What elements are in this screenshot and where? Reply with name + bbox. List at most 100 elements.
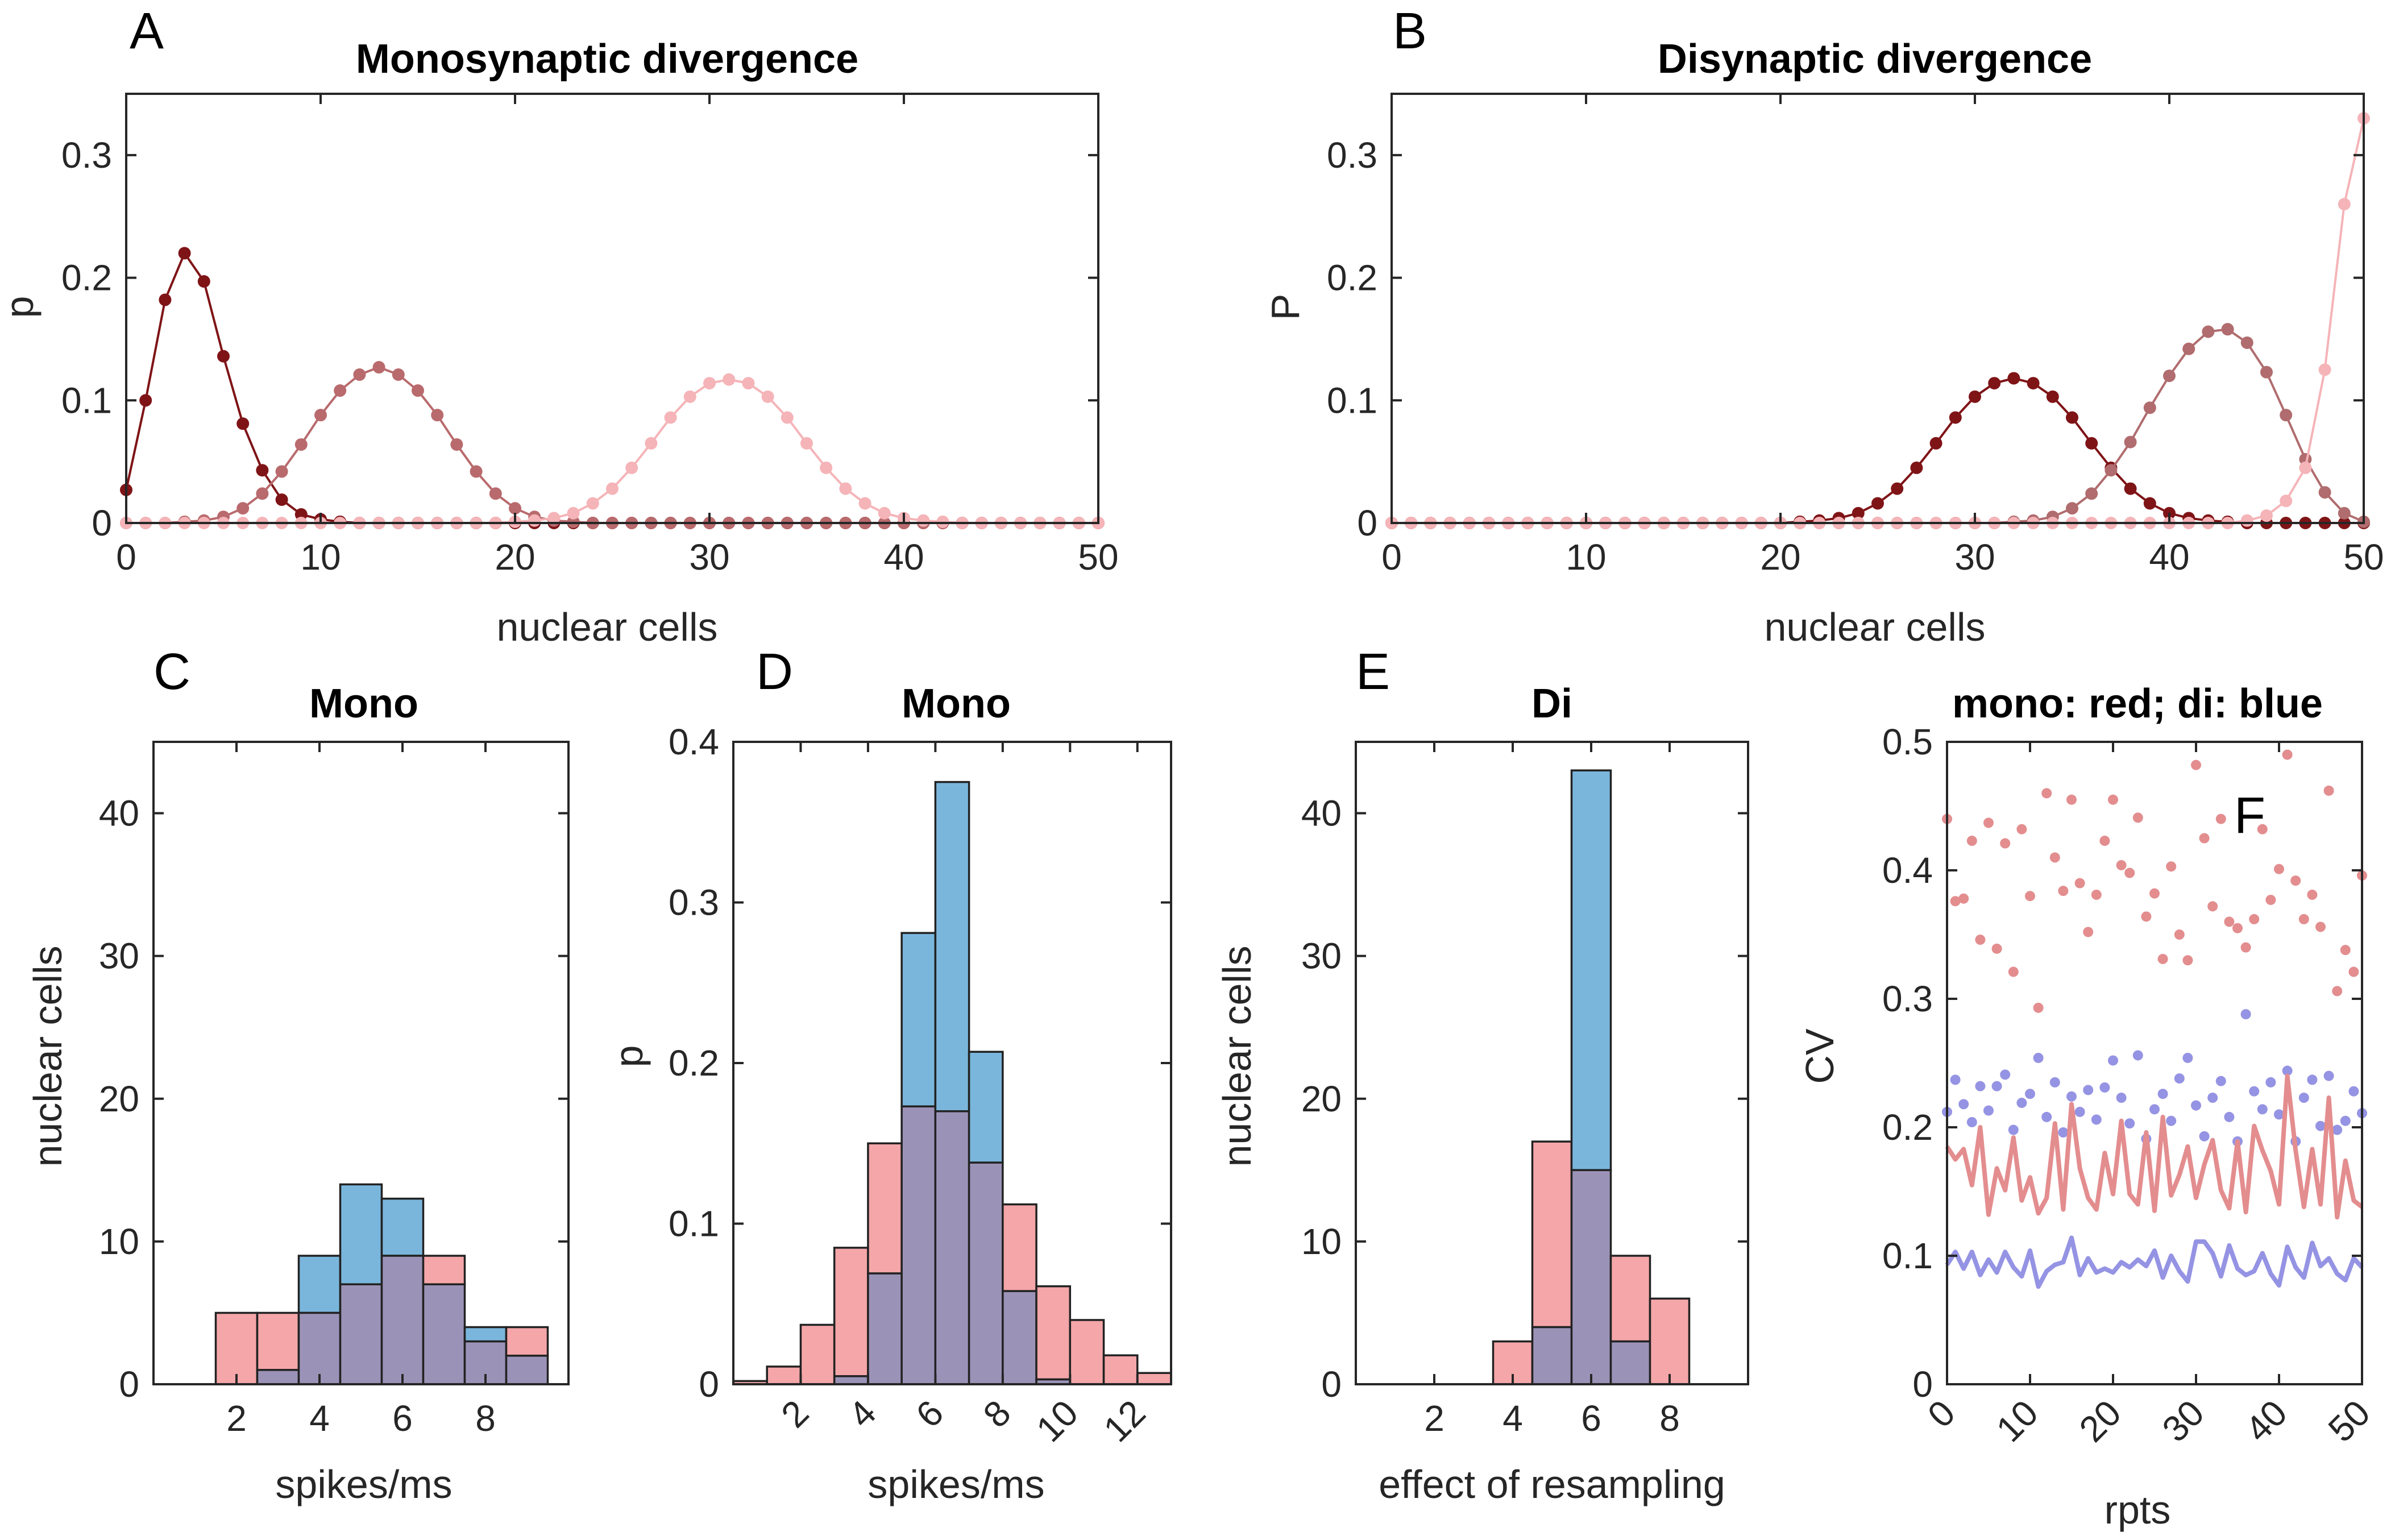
data-point bbox=[1988, 377, 2001, 390]
data-point bbox=[256, 487, 269, 500]
data-point bbox=[2157, 953, 2168, 964]
data-point bbox=[2199, 1131, 2210, 1141]
histogram-bar bbox=[1136, 1372, 1172, 1385]
y-tick-label: 0.2 bbox=[1882, 1107, 1933, 1148]
data-point bbox=[1929, 437, 1942, 450]
histogram-bar bbox=[867, 1142, 903, 1275]
x-tick-label: 8 bbox=[475, 1398, 496, 1439]
data-point bbox=[839, 482, 852, 495]
data-point bbox=[2008, 966, 2019, 977]
data-point bbox=[2182, 955, 2193, 966]
data-point bbox=[2348, 966, 2359, 977]
histogram-bar bbox=[968, 1051, 1004, 1164]
y-tick-label: 0 bbox=[1912, 1364, 1933, 1405]
data-point bbox=[2143, 401, 2156, 414]
data-point bbox=[2083, 1085, 2094, 1095]
data-point bbox=[2099, 1082, 2110, 1093]
data-point bbox=[858, 497, 871, 510]
x-tick-label: 10 bbox=[300, 537, 341, 578]
data-point bbox=[139, 394, 152, 407]
x-tick-label: 30 bbox=[1954, 537, 1995, 578]
data-point bbox=[2298, 1093, 2309, 1103]
data-point bbox=[412, 384, 424, 397]
data-point bbox=[2298, 914, 2309, 924]
data-point bbox=[2143, 497, 2156, 510]
histogram-bar bbox=[1102, 1354, 1139, 1385]
data-point bbox=[2307, 1074, 2318, 1085]
histogram-bar bbox=[256, 1311, 300, 1371]
data-point bbox=[2091, 889, 2102, 900]
x-axis-label: spikes/ms bbox=[867, 1462, 1044, 1506]
data-point bbox=[2058, 886, 2069, 896]
y-tick-label: 0 bbox=[1357, 503, 1377, 543]
x-tick-label: 4 bbox=[309, 1398, 330, 1439]
histogram-bar bbox=[297, 1255, 342, 1314]
data-point bbox=[1991, 1081, 2002, 1091]
y-tick-label: 0.1 bbox=[1327, 380, 1377, 421]
data-point bbox=[2191, 1100, 2201, 1111]
y-tick-label: 30 bbox=[99, 936, 139, 977]
panel-letter-b: B bbox=[1393, 3, 1427, 60]
data-point bbox=[586, 497, 599, 510]
y-tick-label: 0 bbox=[92, 503, 112, 543]
data-point bbox=[197, 275, 210, 288]
data-point bbox=[1966, 1116, 1977, 1127]
data-point bbox=[2124, 867, 2135, 878]
plot-marks: 0 10 20 30 40 2 4 6 8 bbox=[1301, 741, 1749, 1439]
x-tick-label: 6 bbox=[1581, 1398, 1601, 1439]
data-point bbox=[2041, 1111, 2052, 1122]
histogram-bar bbox=[1609, 1255, 1651, 1343]
data-point bbox=[256, 464, 269, 477]
data-point bbox=[2260, 509, 2273, 522]
data-point bbox=[2282, 1065, 2293, 1076]
histogram-bar-overlap bbox=[380, 1255, 425, 1385]
data-point bbox=[2058, 1127, 2069, 1138]
data-point bbox=[2260, 366, 2273, 379]
data-point bbox=[606, 482, 619, 495]
x-axis-label: effect of resampling bbox=[1379, 1462, 1725, 1506]
chart-title: Disynaptic divergence bbox=[1658, 36, 2092, 82]
x-axis-label: spikes/ms bbox=[275, 1462, 452, 1506]
data-point bbox=[1852, 507, 1865, 520]
histogram-bar bbox=[1531, 1140, 1573, 1329]
histogram-bar bbox=[934, 781, 970, 1113]
data-point bbox=[2340, 945, 2351, 956]
histogram-bar-overlap bbox=[422, 1283, 466, 1385]
data-point bbox=[2257, 1104, 2268, 1115]
data-point bbox=[353, 368, 366, 381]
data-point bbox=[1969, 390, 1981, 403]
data-point bbox=[1958, 1099, 1969, 1110]
data-point bbox=[1983, 1105, 1994, 1116]
panel-letter-a: A bbox=[130, 3, 164, 60]
histogram-bar-overlap bbox=[297, 1311, 342, 1385]
data-point bbox=[2149, 1104, 2160, 1115]
data-point bbox=[159, 293, 172, 306]
data-point bbox=[2116, 860, 2127, 870]
data-point bbox=[781, 411, 794, 424]
y-tick-label: 0.2 bbox=[1327, 258, 1377, 298]
data-point bbox=[2007, 372, 2020, 385]
data-point bbox=[2315, 921, 2326, 932]
x-tick-label: 40 bbox=[2149, 537, 2189, 578]
data-point bbox=[2174, 929, 2185, 940]
data-point bbox=[2066, 411, 2078, 424]
data-point bbox=[2149, 888, 2160, 899]
data-point bbox=[1891, 482, 1904, 495]
data-point bbox=[2033, 1002, 2044, 1013]
data-point bbox=[2207, 1093, 2218, 1103]
panel-c: C Mono spikes/ms nuclear cells 0 10 20 30 40… bbox=[26, 644, 570, 1506]
plot-marks: 00.10.20.30.42 4 6 8 10 12 bbox=[669, 721, 1172, 1450]
data-point bbox=[2066, 502, 2078, 515]
data-point bbox=[2182, 342, 2195, 355]
data-point bbox=[2340, 1115, 2351, 1126]
y-axis-label: nuclear cells bbox=[1215, 945, 1259, 1167]
panel-letter-f: F bbox=[2234, 787, 2265, 844]
y-axis-label: p bbox=[607, 1045, 651, 1068]
data-point bbox=[489, 487, 502, 500]
data-point bbox=[2083, 927, 2094, 937]
data-point bbox=[2323, 1070, 2334, 1081]
x-tick-label: 6 bbox=[392, 1398, 413, 1439]
panel-e: E Di effect of resampling nuclear cells … bbox=[1215, 644, 1749, 1506]
data-point bbox=[2157, 1089, 2168, 1099]
